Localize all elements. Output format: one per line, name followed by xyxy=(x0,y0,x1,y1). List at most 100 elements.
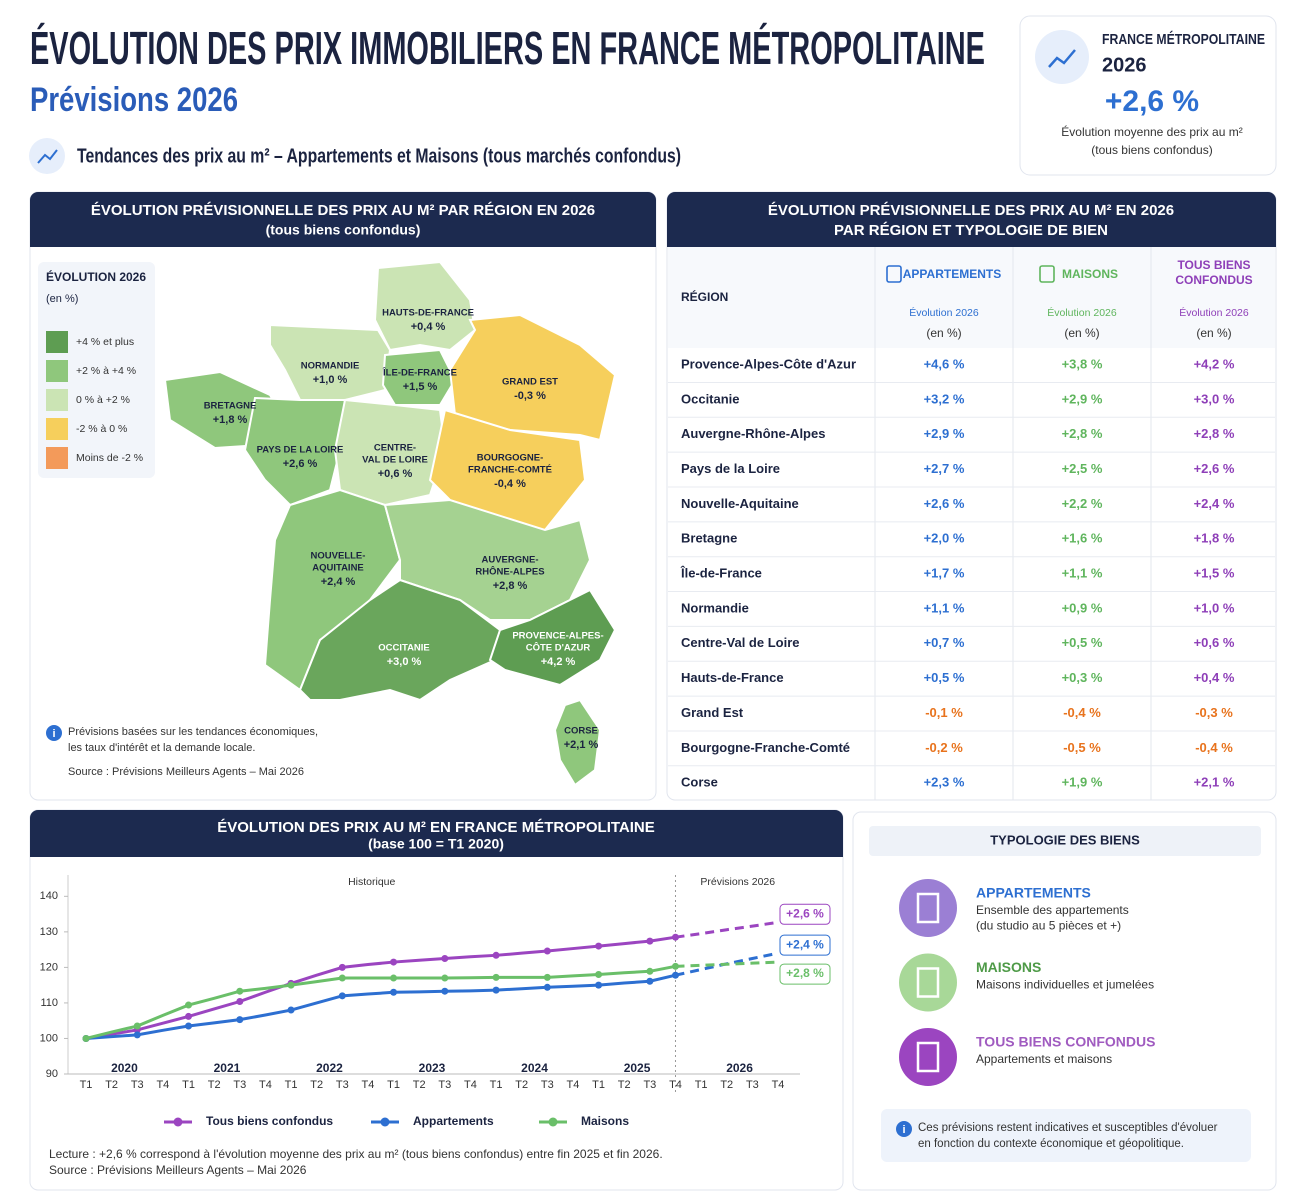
chart-note: Source : Prévisions Meilleurs Agents – M… xyxy=(49,1163,307,1177)
row-region: Centre-Val de Loire xyxy=(681,635,799,650)
x-tick-label: T2 xyxy=(208,1079,221,1091)
kpi-note: Évolution moyenne des prix au m² xyxy=(1061,124,1242,139)
y-tick-label: 100 xyxy=(40,1032,58,1044)
table-header: RÉGION xyxy=(681,289,728,304)
x-tick-label: T1 xyxy=(182,1079,195,1091)
data-point xyxy=(236,987,244,995)
x-tick-label: T1 xyxy=(285,1079,298,1091)
year-label: 2025 xyxy=(624,1061,651,1075)
legend-unit: (en %) xyxy=(46,293,78,305)
year-label: 2026 xyxy=(726,1061,753,1075)
row-region: Île-de-France xyxy=(680,566,762,581)
data-point xyxy=(671,971,679,979)
kpi-icon-line xyxy=(1048,49,1076,68)
y-tick-label: 110 xyxy=(40,997,58,1009)
legend-label: 0 % à +2 % xyxy=(76,394,130,406)
legend-swatch xyxy=(46,331,68,353)
end-label: +2,6 % xyxy=(786,906,824,920)
year-label: 2021 xyxy=(214,1061,241,1075)
data-point xyxy=(338,963,346,971)
data-point xyxy=(543,947,551,955)
row-value: +2,5 % xyxy=(1062,461,1103,476)
data-point xyxy=(543,973,551,981)
forecast-line xyxy=(675,960,779,968)
end-label: +2,8 % xyxy=(786,966,824,980)
map-note: Prévisions basées sur les tendances écon… xyxy=(68,726,318,738)
data-point xyxy=(236,998,244,1006)
year-label: 2024 xyxy=(521,1061,548,1075)
info-icon xyxy=(896,1121,912,1137)
section-title: Tendances des prix au m² – Appartements … xyxy=(77,145,681,167)
data-point xyxy=(671,933,679,941)
region-shape xyxy=(381,348,457,406)
legend-swatch xyxy=(46,389,68,411)
typology-icon-glyph xyxy=(916,967,940,998)
legend-swatch xyxy=(46,418,68,440)
row-value: +0,9 % xyxy=(1062,600,1103,615)
row-value: +3,8 % xyxy=(1062,356,1103,371)
data-point xyxy=(671,962,679,970)
x-tick-label: T2 xyxy=(515,1079,528,1091)
legend-label: Appartements xyxy=(413,1114,494,1128)
region-value: +4,2 % xyxy=(541,656,576,668)
legend-label: -2 % à 0 % xyxy=(76,423,127,435)
section-icon-line xyxy=(37,149,58,164)
typology-item-text: Maisons individuelles et jumelées xyxy=(976,978,1154,992)
row-value: +0,5 % xyxy=(924,670,965,685)
region-shape xyxy=(373,260,477,352)
map-source: Source : Prévisions Meilleurs Agents – M… xyxy=(68,766,304,778)
data-point xyxy=(133,1022,141,1030)
y-tick-label: 120 xyxy=(40,961,58,973)
data-point xyxy=(543,983,551,991)
forecast-line xyxy=(675,920,779,939)
series-line xyxy=(85,935,676,1040)
data-point xyxy=(646,977,654,985)
x-tick-label: T4 xyxy=(567,1079,580,1091)
row-region: Corse xyxy=(681,775,718,790)
kpi-icon xyxy=(1035,30,1089,84)
row-value: +0,3 % xyxy=(1062,670,1103,685)
series-line xyxy=(85,964,676,1040)
x-tick-label: T2 xyxy=(413,1079,426,1091)
table-title: PAR RÉGION ET TYPOLOGIE DE BIEN xyxy=(834,222,1108,239)
row-value: +0,6 % xyxy=(1194,635,1235,650)
page-subtitle: Prévisions 2026 xyxy=(30,81,238,119)
data-point xyxy=(390,974,398,982)
data-point xyxy=(492,951,500,959)
region-value: -0,3 % xyxy=(514,390,546,402)
end-label-box xyxy=(779,903,831,925)
y-tick-label: 140 xyxy=(40,890,58,902)
region-shape xyxy=(243,396,347,507)
row-value: +2,9 % xyxy=(924,426,965,441)
column-unit: (en %) xyxy=(926,326,961,340)
region-value: +0,4 % xyxy=(411,321,446,333)
data-point xyxy=(185,1012,193,1020)
row-value: +2,9 % xyxy=(1062,391,1103,406)
row-value: -0,3 % xyxy=(1195,705,1233,720)
typology-icon-glyph xyxy=(916,892,940,924)
row-value: +0,5 % xyxy=(1062,635,1103,650)
row-region: Bretagne xyxy=(681,531,737,546)
legend-marker xyxy=(548,1117,558,1127)
x-tick-label: T1 xyxy=(695,1079,708,1091)
data-point xyxy=(185,1022,193,1030)
typology-icon xyxy=(899,1028,957,1086)
x-tick-label: T4 xyxy=(156,1079,169,1091)
row-region: Provence-Alpes-Côte d'Azur xyxy=(681,356,856,371)
data-point xyxy=(595,981,603,989)
row-value: +4,6 % xyxy=(924,356,965,371)
region-name: CENTRE- xyxy=(374,443,416,454)
data-point xyxy=(390,958,398,966)
column-unit: (en %) xyxy=(1196,326,1231,340)
data-point xyxy=(441,955,449,963)
row-value: +2,2 % xyxy=(1062,496,1103,511)
data-point xyxy=(441,987,449,995)
region-name: NORMANDIE xyxy=(301,361,360,372)
x-tick-label: T1 xyxy=(387,1079,400,1091)
row-value: +1,1 % xyxy=(1062,566,1103,581)
region-name: ÎLE-DE-FRANCE xyxy=(382,367,457,379)
region-name: PAYS DE LA LOIRE xyxy=(257,445,344,456)
row-value: +1,8 % xyxy=(1194,531,1235,546)
legend-title: ÉVOLUTION 2026 xyxy=(46,269,146,284)
column-title: TOUS BIENS xyxy=(1177,258,1250,272)
